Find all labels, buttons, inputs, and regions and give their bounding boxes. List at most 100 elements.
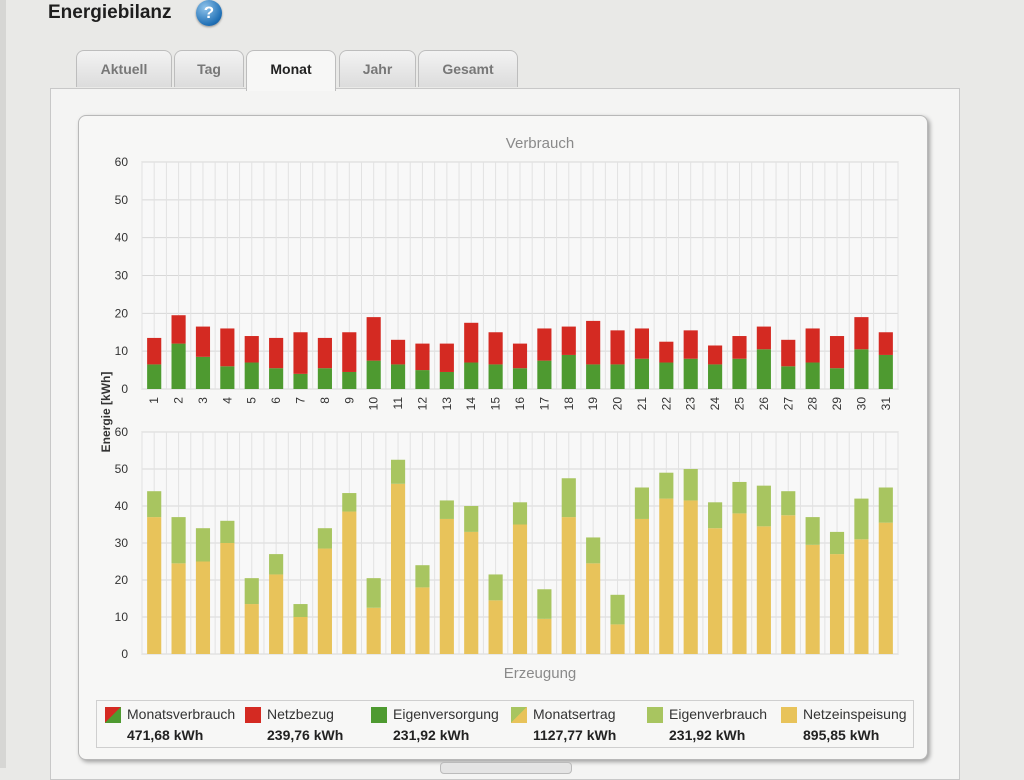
- y-axis-label: Energie [kWh]: [99, 372, 113, 453]
- bar-segment: [634, 518, 650, 654]
- bar-segment: [512, 368, 528, 389]
- bar-segment: [439, 500, 454, 519]
- bar-segment: [415, 343, 430, 371]
- y-tick-label: 10: [115, 344, 129, 358]
- bar-segment: [683, 330, 698, 359]
- tab-jahr[interactable]: Jahr: [339, 50, 416, 87]
- bar-segment: [293, 332, 308, 374]
- bar-segment: [805, 517, 820, 545]
- y-tick-label: 0: [121, 647, 128, 661]
- bar-segment: [439, 371, 454, 389]
- x-tick-label: 6: [269, 397, 283, 404]
- x-tick-label: 23: [684, 397, 698, 411]
- bar-segment: [293, 604, 308, 617]
- bar-segment: [293, 373, 308, 389]
- x-tick-label: 22: [659, 397, 673, 411]
- bar-segment: [147, 364, 162, 389]
- legend-swatch-eigenversorgung: [371, 707, 387, 723]
- bar-segment: [683, 500, 698, 654]
- bar-segment: [756, 485, 771, 527]
- tab-tag[interactable]: Tag: [174, 50, 244, 87]
- bar-segment: [390, 339, 406, 365]
- bar-segment: [878, 487, 893, 523]
- x-tick-label: 13: [440, 397, 454, 411]
- bottom-button[interactable]: [440, 762, 572, 774]
- bar-segment: [610, 594, 625, 625]
- bar-segment: [464, 322, 479, 363]
- legend-swatch-eigenverbrauch: [647, 707, 663, 723]
- bar-segment: [683, 469, 698, 501]
- bar-segment: [781, 515, 796, 654]
- y-tick-label: 0: [121, 382, 128, 396]
- tab-monat[interactable]: Monat: [246, 50, 336, 91]
- chart-title: Verbrauch: [506, 135, 574, 152]
- y-tick-label: 50: [115, 462, 129, 476]
- bar-segment: [269, 368, 284, 389]
- bar-segment: [439, 343, 454, 372]
- bar-segment: [781, 339, 796, 367]
- bar-segment: [244, 604, 259, 654]
- x-tick-label: 30: [854, 397, 868, 411]
- bar-segment: [854, 317, 869, 350]
- x-tick-label: 25: [732, 397, 746, 411]
- bar-segment: [878, 354, 893, 389]
- bar-segment: [195, 356, 211, 389]
- bar-segment: [561, 478, 576, 518]
- x-tick-label: 31: [879, 397, 893, 411]
- bar-segment: [415, 587, 430, 654]
- bar-segment: [464, 531, 479, 654]
- x-tick-label: 15: [489, 397, 503, 411]
- bar-segment: [805, 362, 820, 389]
- bar-segment: [317, 528, 332, 549]
- bar-segment: [464, 506, 479, 532]
- bar-segment: [561, 354, 576, 389]
- x-tick-label: 10: [367, 397, 381, 411]
- bar-segment: [195, 528, 211, 562]
- legend-label: Eigenverbrauch: [669, 706, 768, 722]
- bar-segment: [488, 600, 503, 654]
- x-tick-label: 14: [464, 397, 478, 411]
- x-tick-label: 2: [172, 397, 186, 404]
- bar-segment: [708, 345, 723, 365]
- bar-segment: [561, 326, 576, 355]
- bar-segment: [366, 317, 381, 361]
- bar-segment: [561, 517, 576, 654]
- bar-segment: [586, 537, 601, 564]
- bar-segment: [659, 362, 674, 389]
- bar-segment: [537, 589, 552, 619]
- legend-value: 231,92 kWh: [393, 727, 470, 743]
- bar-segment: [732, 358, 747, 389]
- bar-segment: [342, 332, 357, 372]
- bar-segment: [366, 607, 381, 654]
- bar-segment: [732, 513, 747, 654]
- tab-gesamt[interactable]: Gesamt: [418, 50, 518, 87]
- x-tick-label: 7: [294, 397, 308, 404]
- legend-swatch-netzeinspeisung: [781, 707, 797, 723]
- legend-value: 1127,77 kWh: [533, 727, 617, 743]
- x-tick-label: 28: [806, 397, 820, 411]
- bar-segment: [244, 362, 259, 389]
- x-tick-label: 1: [147, 397, 161, 404]
- help-icon[interactable]: ?: [196, 0, 222, 26]
- bar-segment: [171, 315, 186, 344]
- bar-segment: [708, 502, 723, 529]
- x-tick-label: 19: [586, 397, 600, 411]
- bar-segment: [659, 498, 674, 654]
- bar-segment: [610, 364, 625, 389]
- bar-segment: [390, 483, 406, 654]
- bar-segment: [488, 574, 503, 601]
- x-tick-label: 3: [196, 397, 210, 404]
- legend-swatch-monatsverbrauch: [105, 707, 121, 723]
- bar-segment: [366, 578, 381, 608]
- bar-segment: [610, 624, 625, 654]
- bar-segment: [147, 337, 162, 365]
- bar-segment: [634, 487, 650, 519]
- bar-segment: [805, 328, 820, 363]
- legend-label: Netzeinspeisung: [803, 706, 907, 722]
- bar-segment: [147, 517, 162, 654]
- bar-segment: [317, 337, 332, 369]
- bar-segment: [244, 578, 259, 605]
- tab-aktuell[interactable]: Aktuell: [76, 50, 172, 87]
- bar-segment: [220, 328, 235, 367]
- bar-segment: [756, 526, 771, 654]
